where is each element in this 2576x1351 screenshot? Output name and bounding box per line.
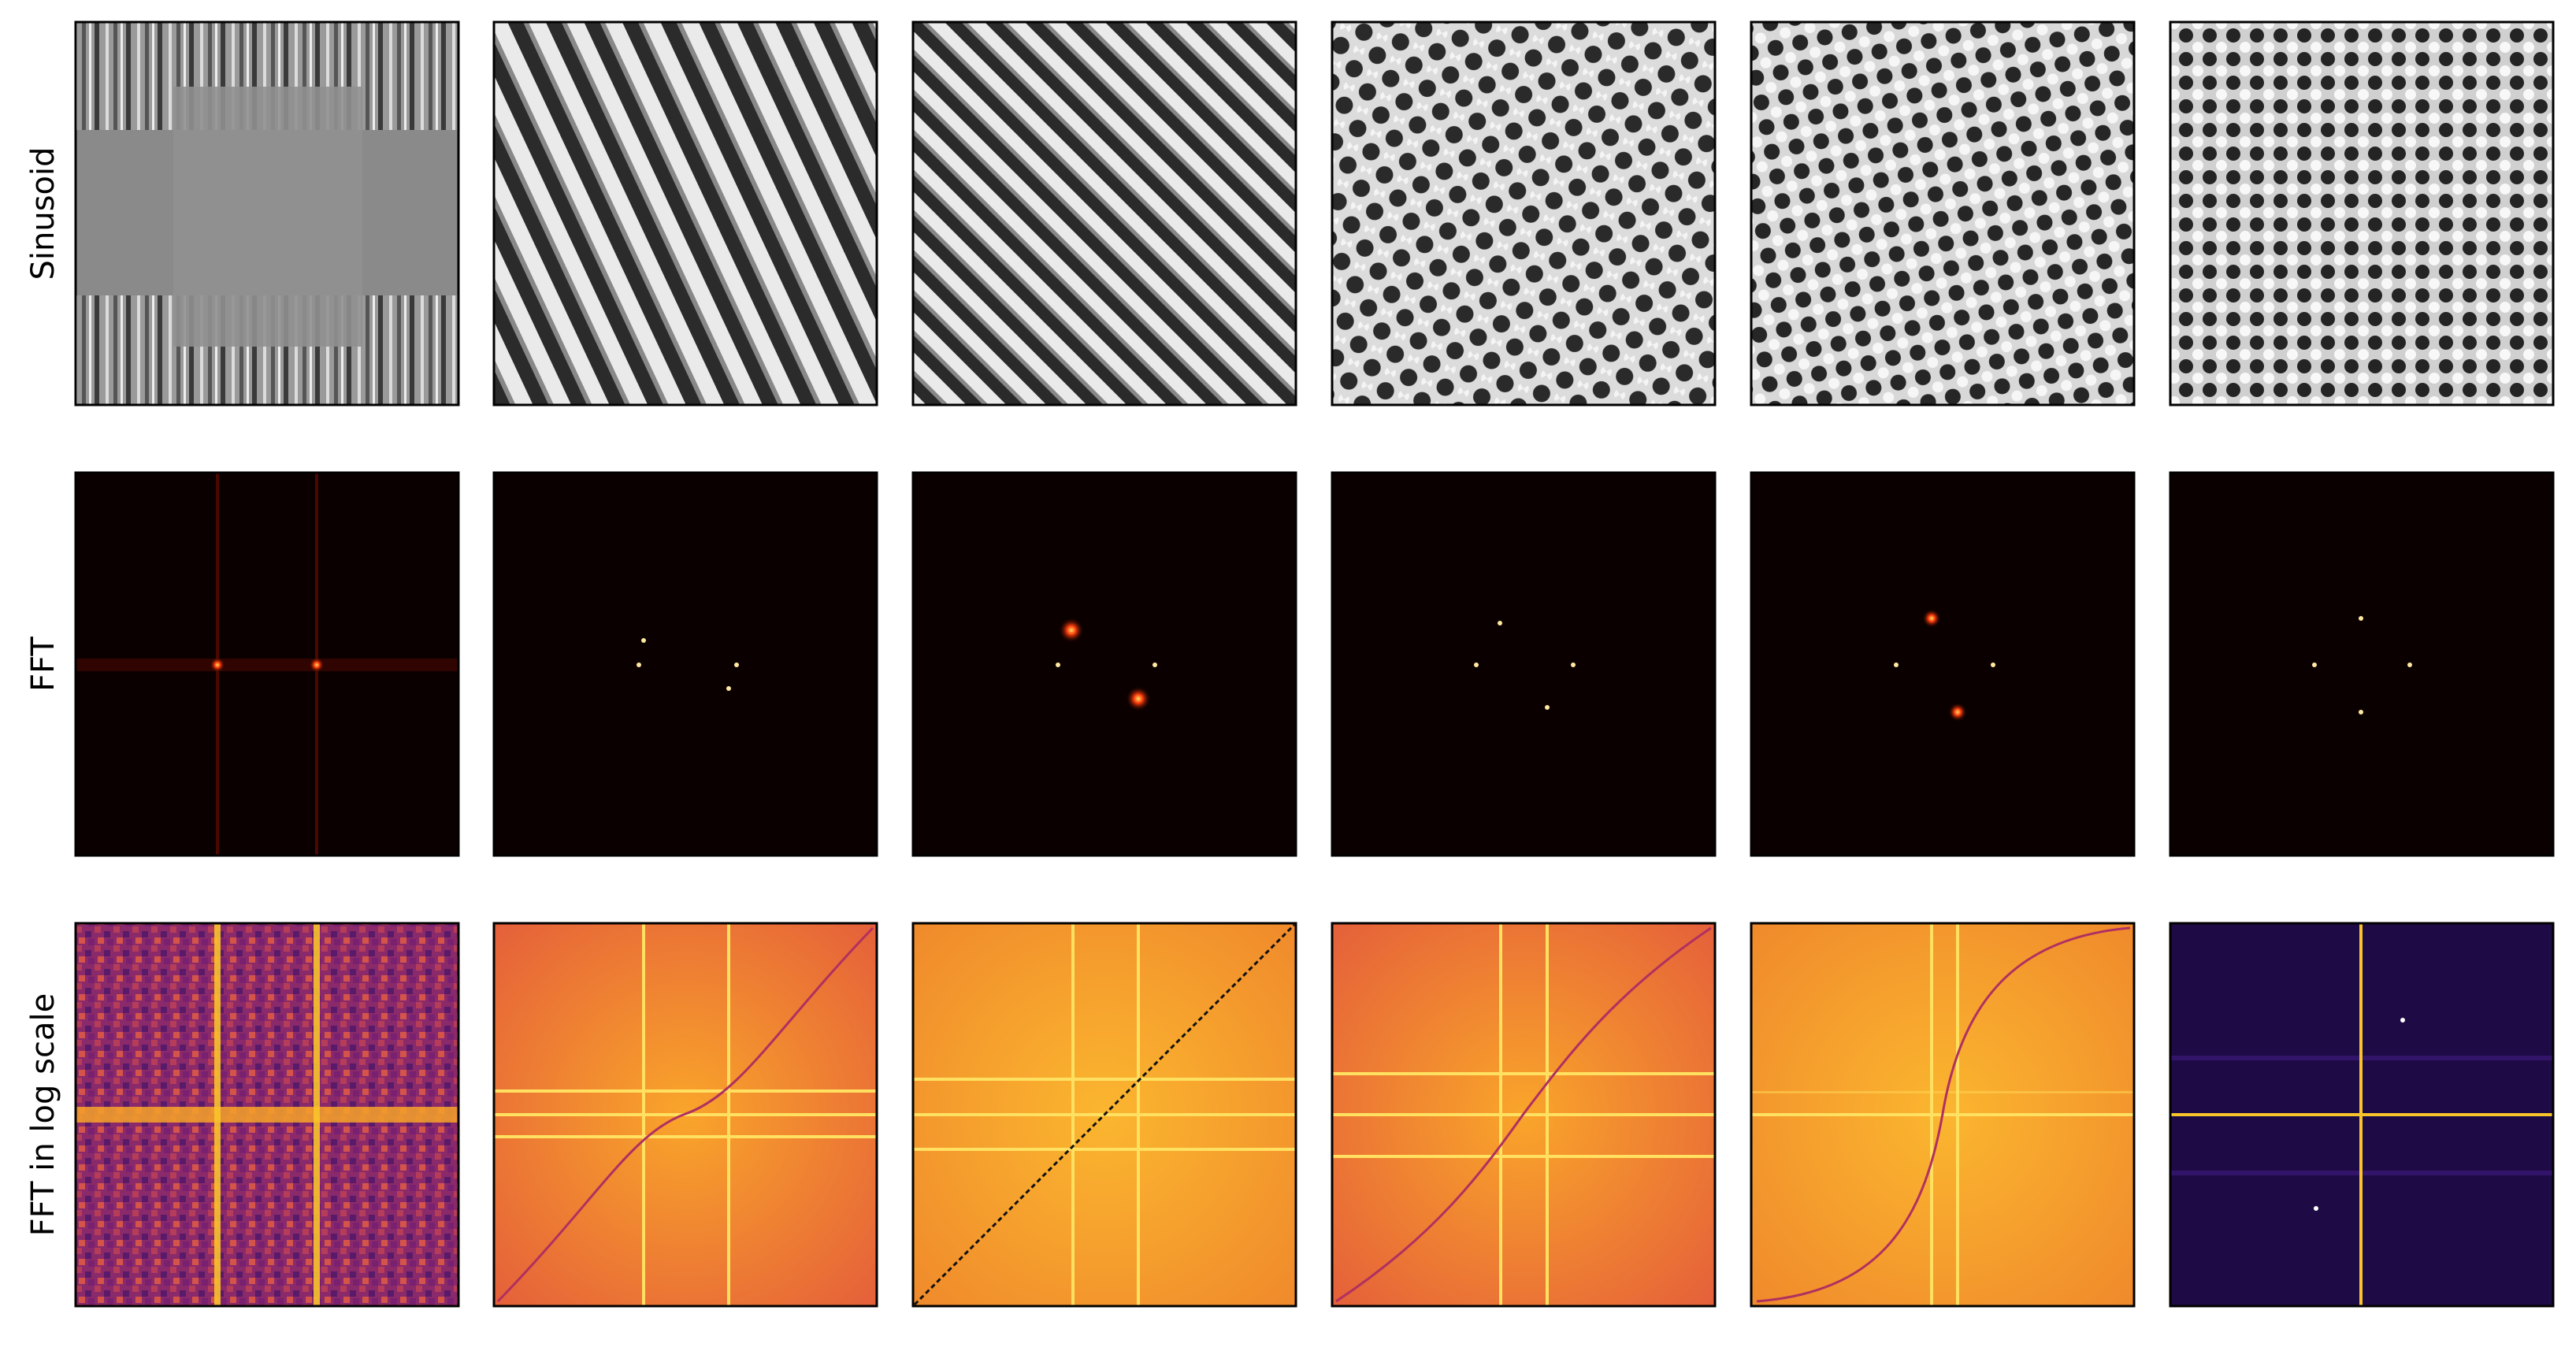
sinusoid-panel-4 bbox=[1331, 20, 1717, 406]
fft-log-panel-4 bbox=[1331, 922, 1717, 1308]
fft-panel-3 bbox=[911, 471, 1297, 857]
sinusoid-panel-5 bbox=[1750, 20, 2136, 406]
fft-panel-4 bbox=[1331, 471, 1717, 857]
row-fft-log bbox=[74, 922, 2555, 1308]
row-label-fft-log: FFT in log scale bbox=[25, 993, 61, 1237]
fft-log-panel-6 bbox=[2169, 922, 2555, 1308]
row-sinusoid bbox=[74, 20, 2555, 406]
row-fft bbox=[74, 471, 2555, 857]
fft-log-panel-5 bbox=[1750, 922, 2136, 1308]
fft-panel-6 bbox=[2169, 471, 2555, 857]
fft-panel-5 bbox=[1750, 471, 2136, 857]
sinusoid-panel-3 bbox=[911, 20, 1297, 406]
fft-panel-2 bbox=[492, 471, 878, 857]
sinusoid-panel-6 bbox=[2169, 20, 2555, 406]
fft-log-panel-2 bbox=[492, 922, 878, 1308]
fft-log-panel-3 bbox=[911, 922, 1297, 1308]
sinusoid-panel-1 bbox=[74, 20, 460, 406]
row-label-sinusoid: Sinusoid bbox=[25, 147, 61, 280]
sinusoid-panel-2 bbox=[492, 20, 878, 406]
row-label-fft: FFT bbox=[25, 637, 61, 692]
fft-panel-1 bbox=[74, 471, 460, 857]
fft-log-panel-1 bbox=[74, 922, 460, 1308]
